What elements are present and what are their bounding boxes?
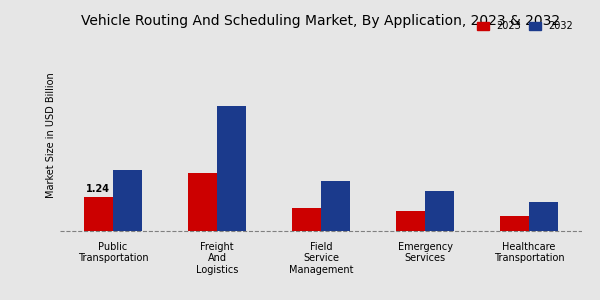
Bar <box>396 211 425 231</box>
Title: Vehicle Routing And Scheduling Market, By Application, 2023 & 2032: Vehicle Routing And Scheduling Market, B… <box>82 14 560 28</box>
Bar <box>188 172 217 231</box>
Bar <box>113 170 142 231</box>
Bar <box>84 196 113 231</box>
Bar <box>321 181 350 231</box>
Text: 1.24: 1.24 <box>86 184 110 194</box>
Bar <box>529 202 558 231</box>
Bar <box>217 106 246 231</box>
Bar <box>292 208 321 231</box>
Bar <box>500 216 529 231</box>
Bar <box>425 191 454 231</box>
Y-axis label: Market Size in USD Billion: Market Size in USD Billion <box>46 72 56 198</box>
Legend: 2023, 2032: 2023, 2032 <box>473 17 577 35</box>
